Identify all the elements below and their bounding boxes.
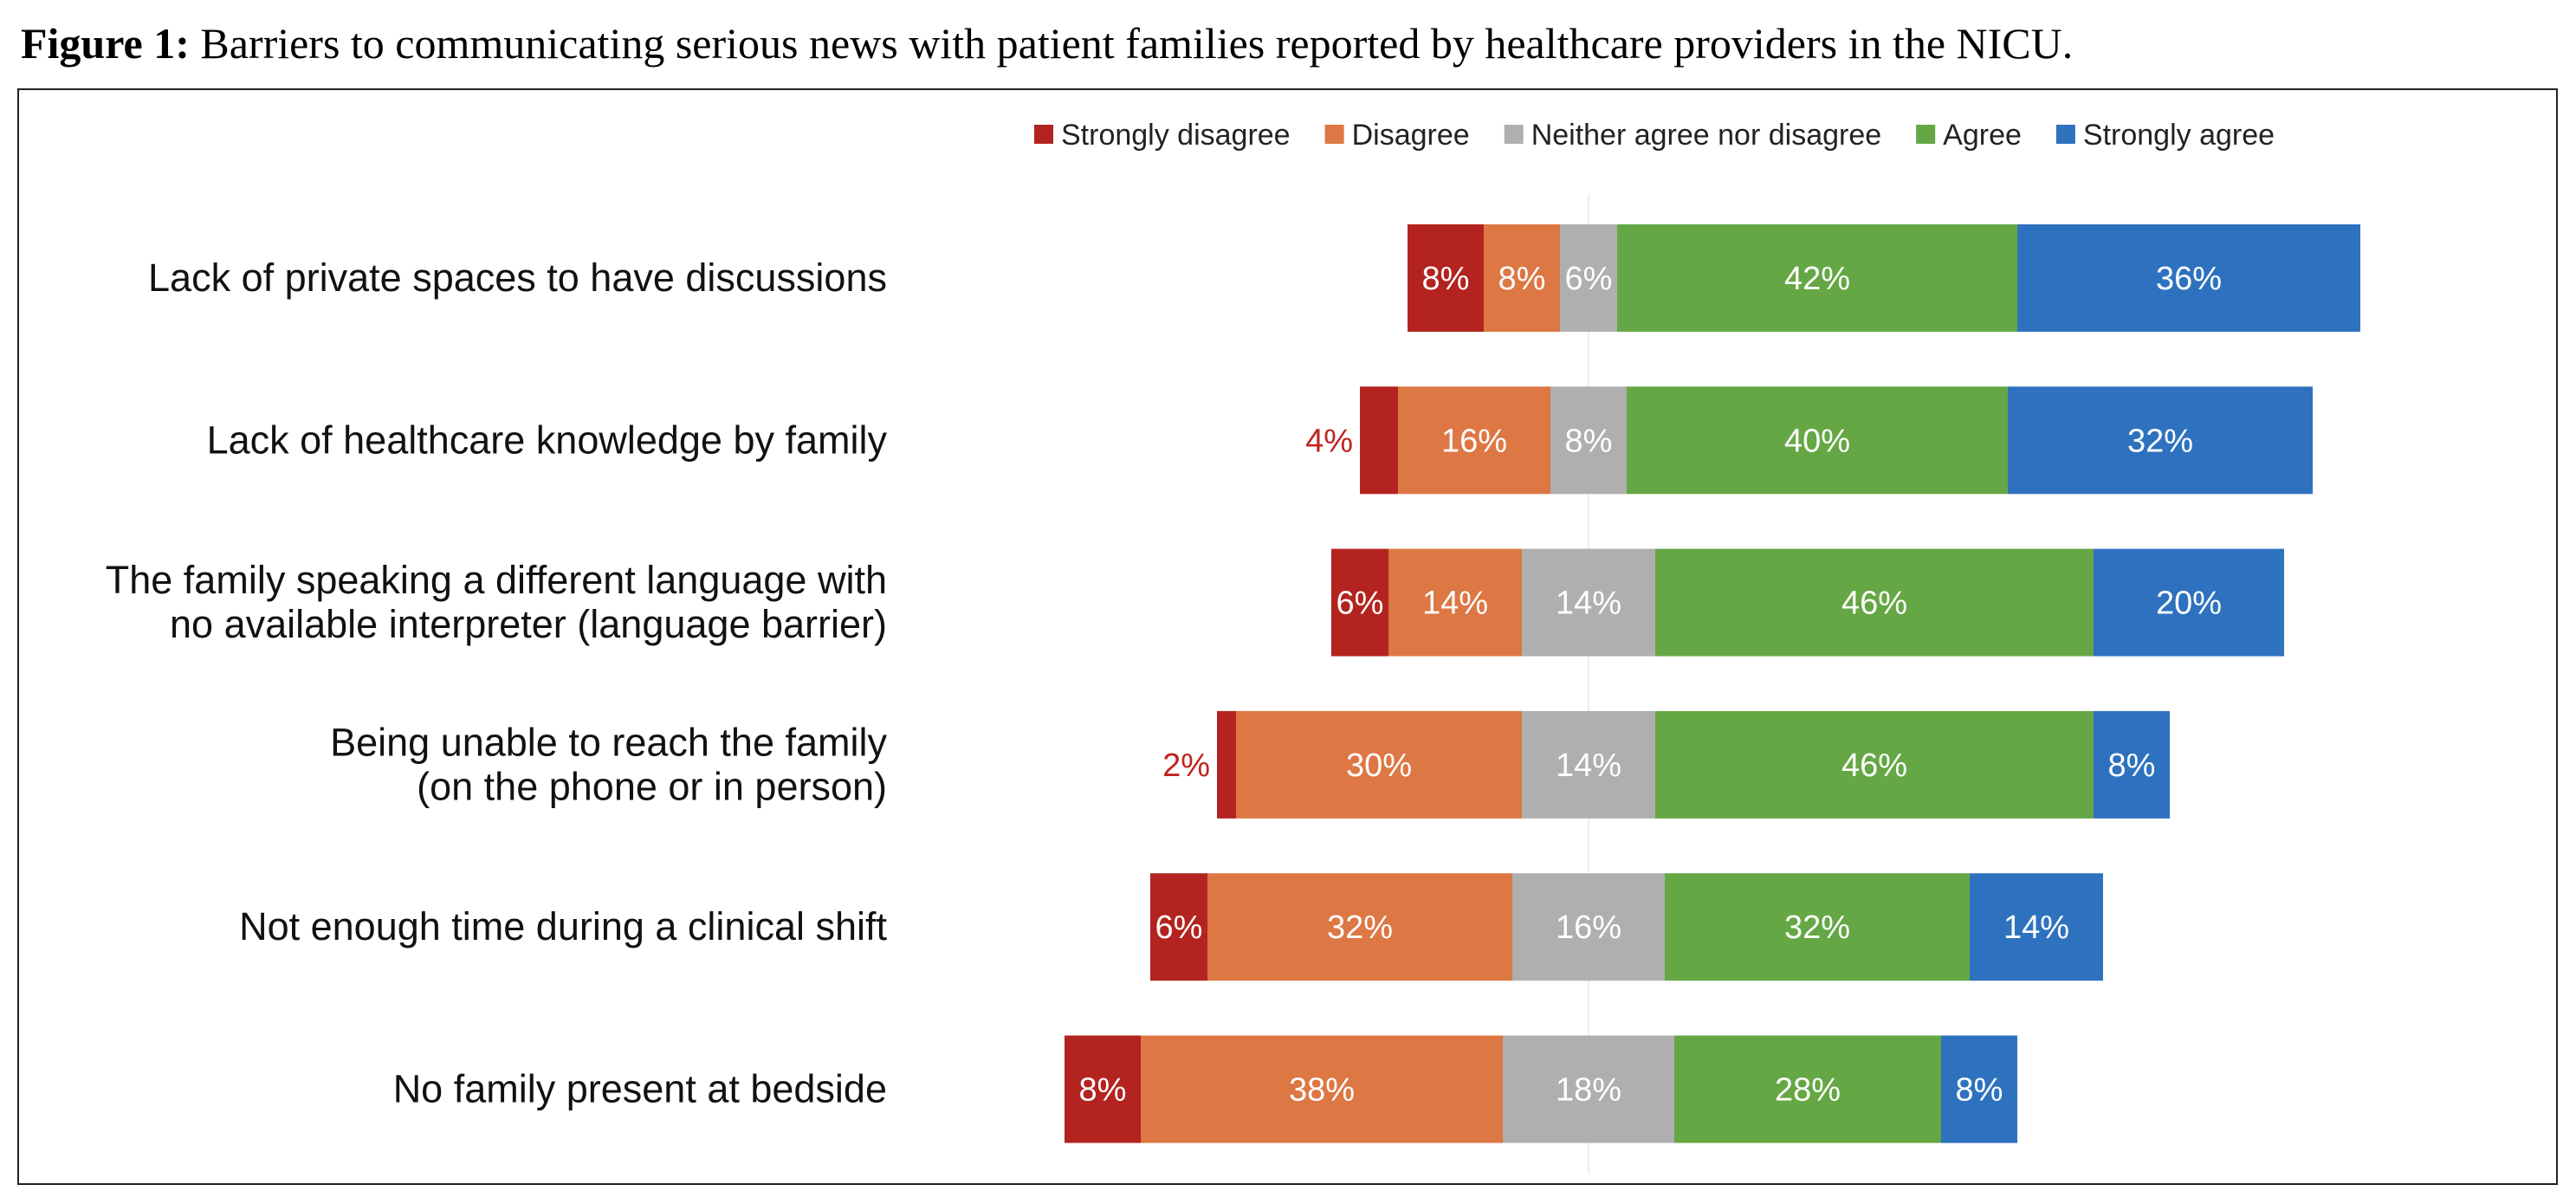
- data-label: 8%: [2108, 748, 2156, 784]
- category-label: Lack of private spaces to have discussio…: [148, 256, 887, 300]
- bar-row-1: 8% 8% 6% 42% 36%: [1408, 224, 2360, 332]
- data-label: 8%: [1956, 1072, 2003, 1109]
- bar-row-5: 6% 32% 16% 32% 14%: [1150, 873, 2103, 981]
- bar-segment-neither-agree-nor-disagree: [1503, 1035, 1674, 1143]
- data-label: 46%: [1841, 748, 1907, 784]
- bar-segment-strongly-agree: [1970, 873, 2103, 981]
- legend-label-strongly-disagree: Strongly disagree: [1061, 119, 1291, 152]
- bar-segment-disagree: [1388, 548, 1522, 657]
- legend-label-agree: Agree: [1943, 119, 2022, 152]
- bar-segment-agree: [1627, 386, 2008, 495]
- bar-segment-agree: [1665, 873, 1970, 981]
- bar-segment-strongly-agree: [1941, 1035, 2017, 1143]
- bar-segment-disagree: [1484, 224, 1560, 332]
- bar-row-3: 6% 14% 14% 46% 20%: [1331, 548, 2284, 657]
- legend-swatch-agree: [1916, 125, 1936, 144]
- bar-segment-neither-agree-nor-disagree: [1522, 710, 1655, 819]
- data-label: 6%: [1565, 261, 1613, 297]
- bar-segment-strongly-disagree: [1150, 873, 1207, 981]
- data-label: 16%: [1441, 423, 1507, 459]
- data-label: 6%: [1155, 909, 1203, 946]
- data-label: 8%: [1565, 423, 1613, 459]
- bar-segment-strongly-disagree: [1360, 386, 1398, 495]
- data-label: 30%: [1346, 748, 1412, 784]
- data-label: 36%: [2156, 261, 2222, 297]
- data-label: 28%: [1775, 1072, 1841, 1109]
- bar-segment-strongly-disagree: [1331, 548, 1388, 657]
- bar-segment-disagree: [1398, 386, 1550, 495]
- category-label: no available interpreter (language barri…: [170, 602, 887, 646]
- bar-segment-strongly-agree: [2017, 224, 2360, 332]
- data-label: 14%: [1422, 586, 1488, 622]
- category-label: Lack of healthcare knowledge by family: [207, 418, 888, 462]
- bar-segment-agree: [1617, 224, 2017, 332]
- data-label: 16%: [1556, 909, 1621, 946]
- data-label: 14%: [2003, 909, 2069, 946]
- data-label: 4%: [1305, 423, 1353, 459]
- data-label: 18%: [1556, 1072, 1621, 1109]
- bar-rows: 8% 8% 6% 42% 36% 4% 16% 8% 40% 32% 6% 14% 14% 46% 20% 2…: [1065, 224, 2360, 1143]
- category-label: (on the phone or in person): [417, 764, 887, 808]
- data-label: 8%: [1422, 261, 1470, 297]
- data-label: 20%: [2156, 586, 2222, 622]
- data-label: 42%: [1784, 261, 1850, 297]
- figure-label: Figure 1:: [21, 19, 190, 68]
- category-label: Being unable to reach the family: [330, 720, 887, 764]
- bar-segment-neither-agree-nor-disagree: [1550, 386, 1627, 495]
- legend-swatch-strongly-disagree: [1034, 125, 1053, 144]
- bar-segment-strongly-disagree: [1408, 224, 1484, 332]
- data-label: 8%: [1079, 1072, 1127, 1109]
- bar-segment-disagree: [1207, 873, 1512, 981]
- data-label: 32%: [1327, 909, 1393, 946]
- bar-segment-neither-agree-nor-disagree: [1522, 548, 1655, 657]
- category-label: No family present at bedside: [393, 1067, 887, 1111]
- category-label: The family speaking a different language…: [106, 558, 887, 602]
- data-label: 8%: [1498, 261, 1546, 297]
- bar-segment-agree: [1655, 548, 2094, 657]
- bar-row-6: 8% 38% 18% 28% 8%: [1065, 1035, 2017, 1143]
- bar-segment-disagree: [1141, 1035, 1503, 1143]
- chart-legend: Strongly disagree Disagree Neither agree n…: [1034, 119, 2275, 152]
- data-label: 14%: [1556, 586, 1621, 622]
- data-label: 32%: [1784, 909, 1850, 946]
- bar-segment-agree: [1674, 1035, 1941, 1143]
- figure-title: Barriers to communicating serious news w…: [200, 19, 2074, 68]
- legend-label-neither-agree-nor-disagree: Neither agree nor disagree: [1531, 119, 1881, 152]
- bar-row-2: 4% 16% 8% 40% 32%: [1305, 386, 2313, 495]
- legend-label-strongly-agree: Strongly agree: [2083, 119, 2275, 152]
- data-label: 38%: [1289, 1072, 1355, 1109]
- figure-caption: Figure 1: Barriers to communicating seri…: [21, 16, 2550, 71]
- bar-segment-neither-agree-nor-disagree: [1560, 224, 1617, 332]
- data-label: 46%: [1841, 586, 1907, 622]
- bar-segment-strongly-agree: [2094, 710, 2170, 819]
- data-label: 6%: [1337, 586, 1384, 622]
- bar-segment-agree: [1655, 710, 2094, 819]
- data-label: 14%: [1556, 748, 1621, 784]
- legend-swatch-disagree: [1324, 125, 1344, 144]
- bar-segment-neither-agree-nor-disagree: [1512, 873, 1665, 981]
- data-label: 32%: [2127, 423, 2193, 459]
- legend-label-disagree: Disagree: [1352, 119, 1470, 152]
- category-labels: Lack of private spaces to have discussio…: [106, 256, 888, 1111]
- legend-swatch-strongly-agree: [2055, 125, 2075, 144]
- category-label: Not enough time during a clinical shift: [239, 904, 887, 948]
- data-label: 2%: [1162, 748, 1210, 784]
- bar-segment-disagree: [1236, 710, 1522, 819]
- bar-segment-strongly-disagree: [1217, 710, 1236, 819]
- data-label: 40%: [1784, 423, 1850, 459]
- bar-segment-strongly-agree: [2094, 548, 2284, 657]
- bar-row-4: 2% 30% 14% 46% 8%: [1162, 710, 2170, 819]
- legend-swatch-neither-agree-nor-disagree: [1504, 125, 1524, 144]
- bar-segment-strongly-agree: [2008, 386, 2313, 495]
- bar-segment-strongly-disagree: [1065, 1035, 1141, 1143]
